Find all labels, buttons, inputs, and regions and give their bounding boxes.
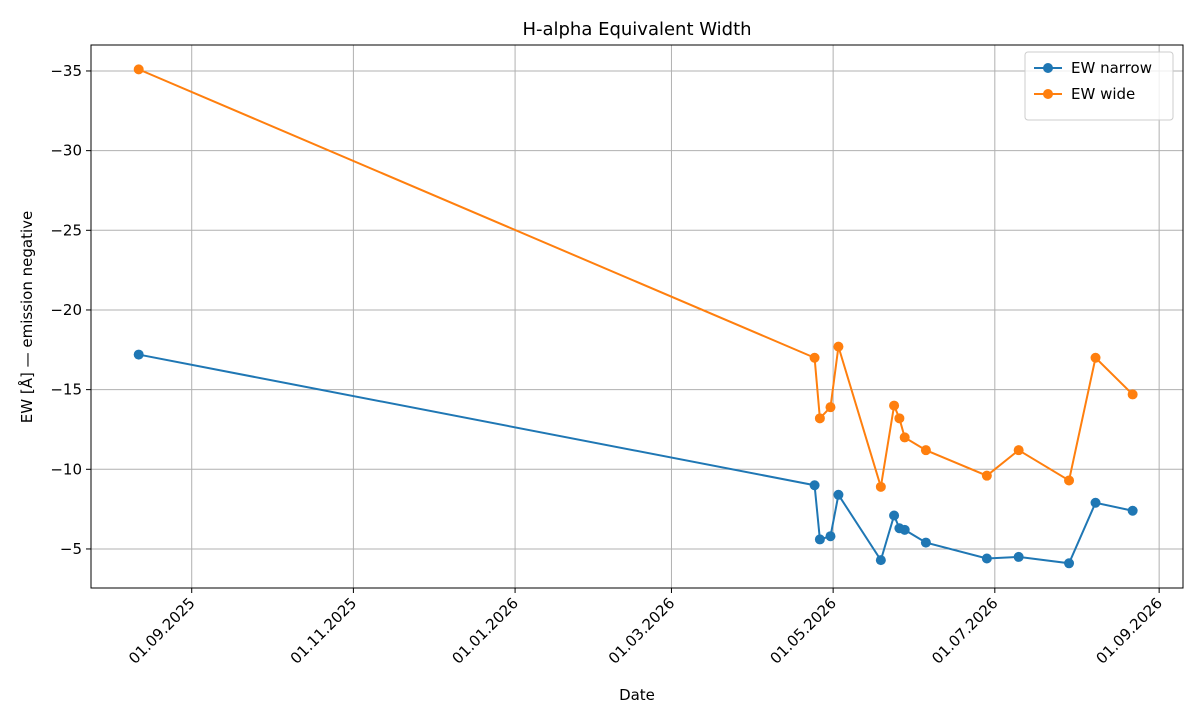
data-point [814,534,825,545]
data-point [825,402,836,413]
data-point [809,352,820,363]
data-point [1064,475,1075,486]
data-point [889,510,900,521]
data-point [809,480,820,491]
data-point [1127,505,1138,516]
data-point [133,64,144,75]
data-point [920,445,931,456]
data-point [899,432,910,443]
x-tick-label: 01.03.2026 [605,594,678,667]
data-point [1013,551,1024,562]
data-point [833,341,844,352]
x-axis-label: Date [619,686,655,704]
legend-marker [1043,89,1053,99]
data-point [894,413,905,424]
x-tick-label: 01.09.2025 [125,594,198,667]
y-tick-label: −10 [50,460,82,478]
series-line [138,68,1134,488]
data-point [981,470,992,481]
data-point [1127,389,1138,400]
data-point [814,413,825,424]
legend-marker [1043,63,1053,73]
data-point [825,531,836,542]
x-tick-label: 01.09.2026 [1093,594,1166,667]
data-point [875,555,886,566]
data-point [1090,497,1101,508]
y-tick-label: −25 [50,221,82,239]
data-point [920,537,931,548]
y-tick-label: −30 [50,142,82,160]
data-point [981,553,992,564]
x-tick-label: 01.01.2026 [448,594,521,667]
y-axis-label: EW [Å] — emission negative [17,211,36,423]
data-point [1090,352,1101,363]
legend-label: EW narrow [1071,59,1152,77]
data-point [875,481,886,492]
y-tick-label: −5 [60,540,82,558]
legend: EW narrow EW wide [1024,51,1174,121]
plot-frame [90,44,1184,589]
y-tick-label: −15 [50,381,82,399]
chart-title: H-alpha Equivalent Width [522,19,751,40]
data-point [889,400,900,411]
x-tick-label: 01.11.2025 [287,594,360,667]
data-point [133,349,144,360]
data-point [899,524,910,535]
x-tick-label: 01.05.2026 [767,594,840,667]
y-tick-label: −35 [50,62,82,80]
legend-label: EW wide [1071,85,1135,103]
data-point [1013,445,1024,456]
x-tick-label: 01.07.2026 [928,594,1001,667]
data-point [1064,558,1075,569]
data-point [833,489,844,500]
series-line [138,353,1133,565]
y-tick-label: −20 [50,301,82,319]
